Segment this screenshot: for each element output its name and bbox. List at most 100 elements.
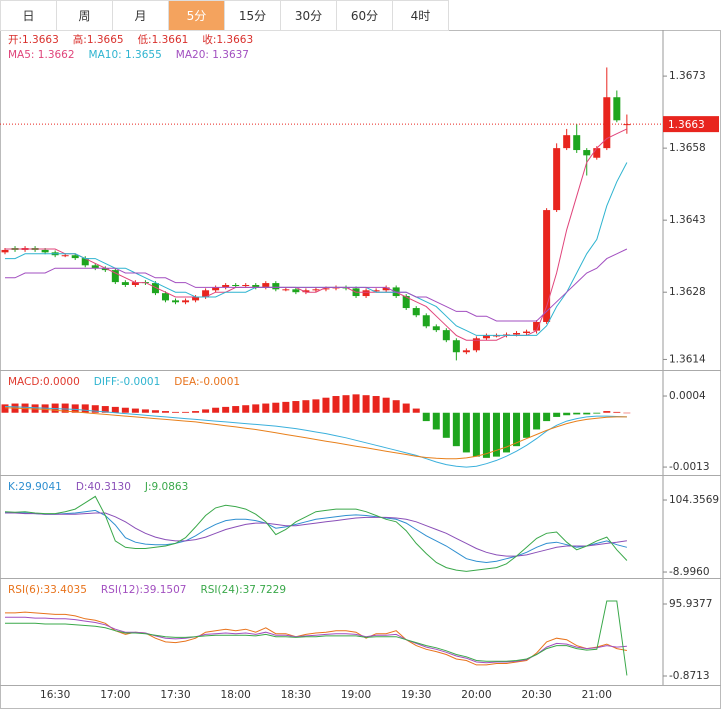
macd-bar [583, 412, 591, 415]
macd-bar [71, 404, 79, 413]
indicator-line [5, 512, 627, 557]
macd-bar [312, 399, 320, 413]
candle-body [382, 287, 390, 291]
period-tab[interactable]: 15分 [225, 0, 281, 31]
macd-bar [332, 396, 340, 413]
macd-bar [172, 411, 180, 413]
period-tab[interactable]: 60分 [337, 0, 393, 31]
macd-bar [262, 403, 270, 413]
legend-item: J:9.0863 [144, 481, 189, 493]
macd-bar [302, 400, 310, 413]
legend-row: MA5: 1.3662 MA10: 1.3655 MA20: 1.3637 [8, 48, 267, 63]
macd-bar [422, 412, 430, 422]
candle-body [81, 258, 89, 266]
macd-bar [131, 408, 139, 413]
macd-bar [192, 411, 200, 413]
macd-bar [362, 395, 370, 413]
candle-body [61, 255, 69, 257]
candle-body [91, 265, 99, 269]
x-tick-label: 16:30 [40, 689, 70, 701]
period-tab[interactable]: 5分 [169, 0, 225, 31]
candle-body [242, 285, 250, 286]
x-tick-label: 20:00 [461, 689, 491, 701]
macd-bar [462, 412, 470, 453]
candle-body [212, 287, 220, 291]
macd-bar [613, 411, 621, 413]
y-tick-label: -8.9960 [669, 566, 710, 578]
candle-body [492, 335, 500, 337]
candle-body [432, 326, 440, 331]
macd-bar [182, 411, 190, 413]
macd-bar [342, 395, 350, 413]
legend-row: RSI(6):33.4035 RSI(12):39.1507 RSI(24):37.… [8, 583, 300, 598]
legend-item: RSI(12):39.1507 [100, 584, 187, 596]
macd-bar [111, 406, 119, 413]
candle-body [222, 285, 230, 288]
candle-body [462, 350, 470, 353]
candle-body [623, 124, 631, 126]
legend: K:29.9041 D:40.3130 J:9.0863 [8, 480, 202, 495]
macd-bar [352, 394, 360, 413]
x-tick-label: 17:00 [100, 689, 130, 701]
macd-bar [573, 412, 581, 415]
macd-bar [412, 408, 420, 413]
legend-item: 低:1.3661 [137, 34, 189, 46]
x-tick-label: 21:00 [582, 689, 612, 701]
last-price-box [663, 116, 719, 133]
macd-bar [472, 412, 480, 457]
macd-bar [121, 407, 129, 413]
period-tab[interactable]: 30分 [281, 0, 337, 31]
indicator-line [5, 611, 627, 666]
macd-bar [402, 403, 410, 413]
candle-body [262, 283, 270, 288]
macd-bar [593, 412, 601, 414]
candle-body [513, 333, 521, 335]
period-tab[interactable]: 4时 [393, 0, 449, 31]
candle-body [111, 270, 119, 283]
candle-body [131, 282, 139, 285]
period-tab[interactable]: 月 [113, 0, 169, 31]
x-tick-label: 18:00 [221, 689, 251, 701]
candle-body [312, 289, 320, 291]
indicator-line [4, 509, 628, 564]
period-tab[interactable]: 周 [57, 0, 113, 31]
chart-frame [0, 30, 721, 709]
candle-body [192, 297, 200, 301]
macd-bar [242, 405, 250, 413]
macd-bar [101, 406, 109, 413]
candle-body [593, 148, 601, 158]
macd-bar [372, 396, 380, 413]
candle-body [161, 293, 169, 301]
indicator-line [4, 495, 628, 572]
legend-item: MA20: 1.3637 [175, 49, 249, 61]
indicator-line [5, 162, 628, 336]
y-tick-label: 1.3628 [669, 286, 706, 298]
candle-body [563, 135, 571, 149]
candle-body [71, 255, 79, 259]
macd-bar [543, 412, 551, 422]
macd-bar [563, 412, 571, 416]
macd-bar [212, 407, 220, 413]
legend-item: DEA:-0.0001 [174, 376, 241, 388]
macd-bar [492, 412, 500, 457]
y-tick-label: -0.8713 [669, 670, 710, 682]
candle-body [603, 97, 611, 149]
candle-body [41, 249, 49, 253]
period-tab[interactable]: 日 [0, 0, 57, 31]
candle-body [292, 289, 300, 293]
legend: RSI(6):33.4035 RSI(12):39.1507 RSI(24):37.… [8, 583, 300, 598]
macd-bar [91, 405, 99, 413]
macd-bar [161, 411, 169, 413]
macd-bar [523, 412, 531, 438]
candle-body [613, 97, 621, 121]
macd-bar [232, 406, 240, 413]
last-price-label: 1.3663 [668, 119, 705, 131]
candle-body [282, 289, 290, 291]
legend-item: DIFF:-0.0001 [93, 376, 161, 388]
legend-item: 收:1.3663 [202, 34, 254, 46]
macd-bar [482, 412, 490, 458]
macd-bar [282, 401, 290, 413]
macd-bar [452, 412, 460, 447]
candle-body [101, 268, 109, 271]
